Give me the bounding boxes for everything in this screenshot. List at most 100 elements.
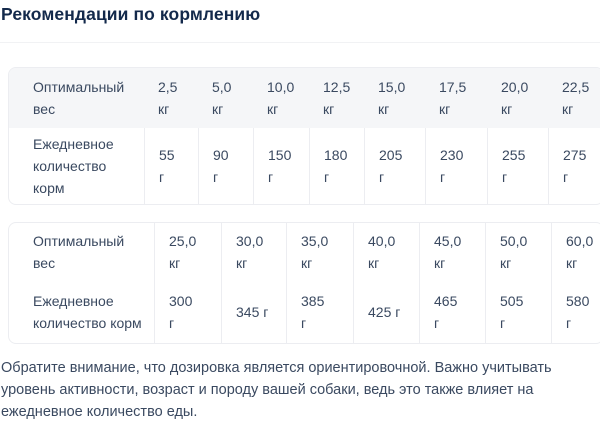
value-cell: 255 г bbox=[487, 128, 548, 204]
row-label: Оптимальный вес bbox=[9, 223, 154, 281]
value-cell: 5,0 кг bbox=[198, 68, 253, 128]
cell-text-line: 5,0 bbox=[212, 79, 232, 95]
cell-text-line: 90 bbox=[213, 147, 229, 163]
cell-text-line: г bbox=[301, 315, 307, 331]
table-row: Оптимальный вес 25,0 кг 30,0 кг 35,0 кг 40,0 кг 45… bbox=[9, 223, 600, 281]
cell-text-line: 300 bbox=[169, 293, 193, 309]
value-cell: 150 г bbox=[253, 128, 309, 204]
value-cell: 40,0 кг bbox=[353, 223, 419, 281]
cell-text-line: Оптимальный bbox=[33, 233, 125, 249]
value-cell: 90 г bbox=[198, 128, 253, 204]
cell-text-line: 425 г bbox=[368, 304, 401, 320]
cell-text-line: 505 bbox=[500, 293, 524, 309]
table-row: Ежедневное количество корм 300 г 345 г 385 г 42… bbox=[9, 281, 600, 343]
cell-text-line: кг bbox=[439, 101, 451, 117]
cell-text-line: 50,0 bbox=[500, 233, 528, 249]
cell-text-line: 275 bbox=[563, 147, 587, 163]
cell-text-line: 55 bbox=[159, 147, 175, 163]
value-cell: 425 г bbox=[353, 281, 419, 343]
cell-text-line: 17,5 bbox=[439, 79, 467, 95]
value-cell: 30,0 кг bbox=[221, 223, 286, 281]
cell-text-line: 12,5 bbox=[323, 79, 351, 95]
feeding-table-small-weights-scroll[interactable]: Оптимальный вес 2,5 кг 5,0 кг 10,0 кг 12,5 кг 15,0… bbox=[8, 67, 600, 205]
value-cell: 45,0 кг bbox=[419, 223, 485, 281]
cell-text-line: г bbox=[500, 315, 506, 331]
cell-text-line: 180 bbox=[324, 147, 348, 163]
cell-text-line: 385 bbox=[301, 293, 325, 309]
cell-text-line: Ежедневное bbox=[33, 293, 114, 309]
value-cell: 385 г bbox=[286, 281, 353, 343]
cell-text-line: кг bbox=[434, 255, 446, 271]
cell-text-line: г bbox=[563, 169, 569, 185]
cell-text-line: Оптимальный bbox=[33, 79, 125, 95]
row-label: Ежедневное количество корм bbox=[9, 128, 144, 204]
value-cell: 205 г bbox=[364, 128, 425, 204]
value-cell: 180 г bbox=[309, 128, 364, 204]
cell-text-line: Ежедневное bbox=[33, 136, 114, 152]
cell-text-line: г bbox=[379, 169, 385, 185]
feeding-table-large-weights-scroll[interactable]: Оптимальный вес 25,0 кг 30,0 кг 35,0 кг 40,0 кг 45… bbox=[8, 222, 600, 344]
cell-text-line: кг bbox=[501, 101, 513, 117]
row-label: Оптимальный вес bbox=[9, 68, 144, 128]
cell-text-line: кг bbox=[323, 101, 335, 117]
cell-text-line: кг bbox=[500, 255, 512, 271]
note-line: ежедневное количество еды. bbox=[1, 404, 198, 420]
table-row: Оптимальный вес 2,5 кг 5,0 кг 10,0 кг 12,5 кг 15,0… bbox=[9, 68, 600, 128]
cell-text-line: 22,5 bbox=[562, 79, 590, 95]
cell-text-line: 580 bbox=[566, 293, 590, 309]
value-cell: 2,5 кг bbox=[144, 68, 198, 128]
cell-text-line: кг bbox=[566, 255, 578, 271]
feeding-table-small-weights: Оптимальный вес 2,5 кг 5,0 кг 10,0 кг 12,5 кг 15,0… bbox=[9, 68, 600, 204]
cell-text-line: 20,0 bbox=[501, 79, 529, 95]
value-cell: 465 г bbox=[419, 281, 485, 343]
cell-text-line: г bbox=[159, 169, 165, 185]
cell-text-line: 230 bbox=[440, 147, 464, 163]
cell-text-line: 30,0 bbox=[236, 233, 264, 249]
value-cell: 275 г bbox=[548, 128, 600, 204]
cell-text-line: г bbox=[566, 315, 572, 331]
cell-text-line: вес bbox=[33, 101, 56, 117]
cell-text-line: кг bbox=[562, 101, 574, 117]
cell-text-line: 35,0 bbox=[301, 233, 329, 249]
cell-text-line: 40,0 bbox=[368, 233, 396, 249]
cell-text-line: корм bbox=[33, 180, 65, 196]
value-cell: 345 г bbox=[221, 281, 286, 343]
value-cell: 580 г bbox=[551, 281, 600, 343]
cell-text-line: г bbox=[502, 169, 508, 185]
cell-text-line: количество корм bbox=[33, 315, 142, 331]
cell-text-line: 205 bbox=[379, 147, 403, 163]
cell-text-line: кг bbox=[236, 255, 248, 271]
cell-text-line: 15,0 bbox=[378, 79, 406, 95]
cell-text-line: вес bbox=[33, 255, 56, 271]
cell-text-line: 150 bbox=[268, 147, 292, 163]
cell-text-line: количество bbox=[33, 158, 107, 174]
table-row: Ежедневное количество корм 55 г 90 г 150 г 180 г 20… bbox=[9, 128, 600, 204]
row-label: Ежедневное количество корм bbox=[9, 281, 154, 343]
note-line: уровень активности, возраст и породу ваш… bbox=[1, 382, 534, 398]
cell-text-line: г bbox=[434, 315, 440, 331]
cell-text-line: г bbox=[324, 169, 330, 185]
feeding-table-large-weights: Оптимальный вес 25,0 кг 30,0 кг 35,0 кг 40,0 кг 45… bbox=[9, 223, 600, 343]
cell-text-line: 25,0 bbox=[169, 233, 197, 249]
value-cell: 60,0 кг bbox=[551, 223, 600, 281]
value-cell: 22,5 кг bbox=[548, 68, 600, 128]
cell-text-line: г bbox=[213, 169, 219, 185]
cell-text-line: 10,0 bbox=[267, 79, 295, 95]
value-cell: 20,0 кг bbox=[487, 68, 548, 128]
value-cell: 50,0 кг bbox=[485, 223, 551, 281]
value-cell: 505 г bbox=[485, 281, 551, 343]
cell-text-line: кг bbox=[267, 101, 279, 117]
value-cell: 10,0 кг bbox=[253, 68, 309, 128]
cell-text-line: г bbox=[268, 169, 274, 185]
value-cell: 55 г bbox=[144, 128, 198, 204]
cell-text-line: 465 bbox=[434, 293, 458, 309]
value-cell: 12,5 кг bbox=[309, 68, 364, 128]
cell-text-line: г bbox=[169, 315, 175, 331]
value-cell: 17,5 кг bbox=[425, 68, 487, 128]
note-line: Обратите внимание, что дозировка являетс… bbox=[1, 360, 552, 376]
cell-text-line: кг bbox=[378, 101, 390, 117]
cell-text-line: кг bbox=[169, 255, 181, 271]
value-cell: 15,0 кг bbox=[364, 68, 425, 128]
page-title: Рекомендации по кормлению bbox=[1, 4, 261, 24]
